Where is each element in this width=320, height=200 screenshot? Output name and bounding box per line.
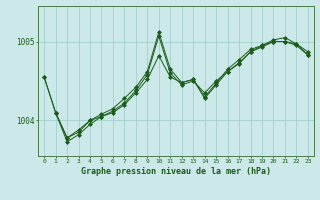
- X-axis label: Graphe pression niveau de la mer (hPa): Graphe pression niveau de la mer (hPa): [81, 167, 271, 176]
